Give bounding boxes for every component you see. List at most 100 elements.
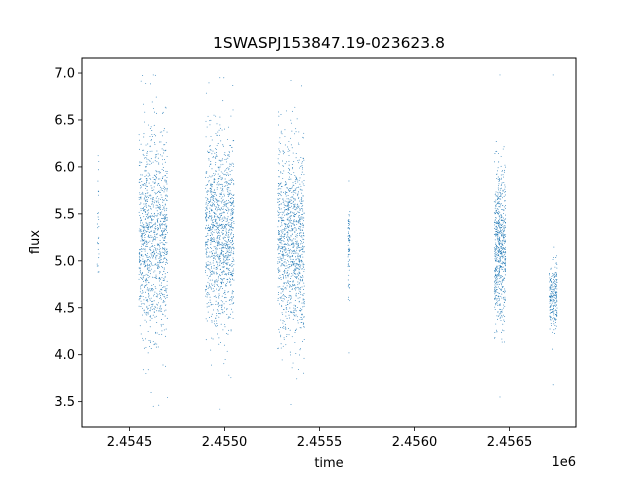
data-point [147,124,149,126]
data-point [293,184,295,186]
data-point [347,264,349,266]
data-point [505,262,506,264]
data-point [222,262,224,263]
data-point [348,215,350,217]
data-point [153,189,155,191]
data-point [292,318,294,320]
data-point [495,302,497,303]
data-point [159,250,161,252]
data-point [219,77,221,79]
data-point [219,116,221,118]
data-point [291,367,293,369]
data-point [215,251,217,253]
data-point [293,200,294,202]
data-point [219,160,221,162]
data-point [159,272,160,274]
data-point [216,201,218,203]
data-point [302,213,303,215]
data-point [223,261,225,263]
data-point [501,268,503,270]
data-point [154,223,156,225]
data-point [290,354,291,356]
data-point [224,237,226,238]
data-point [503,238,505,240]
data-point [302,340,304,342]
data-point [147,212,149,214]
data-point [292,285,294,287]
data-point [213,196,215,198]
data-point [281,218,282,220]
data-point [301,166,303,168]
data-point [277,212,279,213]
data-point [207,240,209,242]
data-point [142,255,144,257]
data-point [499,396,501,398]
data-point [139,204,141,205]
data-point [206,292,208,294]
data-point [225,258,227,260]
data-point [288,225,290,227]
data-point [217,204,219,206]
data-point [224,128,225,130]
data-point [163,216,165,218]
data-point [154,142,156,144]
data-point [218,208,220,210]
data-point [294,198,296,200]
data-point [281,274,283,276]
data-point [494,222,496,224]
data-point [145,170,147,172]
data-point [221,311,223,313]
data-point [500,235,502,237]
data-point [160,224,162,226]
data-point [230,164,232,166]
data-point [143,239,144,241]
data-point [155,258,157,260]
data-point [227,196,229,198]
data-point [284,254,286,256]
data-point [146,158,148,160]
data-point [297,278,299,280]
data-point [214,193,216,195]
data-point [299,309,300,311]
data-point [140,178,141,180]
data-point [212,239,214,240]
data-point [233,302,235,304]
data-point [497,195,499,197]
data-point [228,249,230,251]
data-point [143,299,145,301]
data-point [288,294,290,296]
data-point [222,245,224,247]
data-point [499,265,501,267]
data-point [230,240,232,241]
data-point [140,220,142,222]
data-point [162,111,164,113]
data-point [285,233,286,235]
data-point [303,305,305,307]
data-point [219,247,221,249]
data-point [208,268,210,270]
data-point [160,208,162,210]
data-point [218,243,220,245]
data-point [285,307,287,309]
data-point [496,221,498,223]
data-point [282,256,284,258]
data-point [288,198,290,200]
data-point [292,201,294,203]
data-point [502,240,504,242]
data-point [223,195,225,197]
data-point [496,248,498,250]
data-point [162,177,163,179]
data-point [148,289,150,291]
data-point [220,215,221,217]
data-point [299,327,301,329]
data-point [212,194,214,196]
data-point [160,288,161,290]
data-point [159,186,161,188]
data-point [208,230,210,232]
data-point [209,124,211,126]
data-point [496,256,498,258]
data-point [504,341,505,343]
data-point [142,231,144,233]
data-point [159,298,161,299]
data-point [151,218,153,220]
